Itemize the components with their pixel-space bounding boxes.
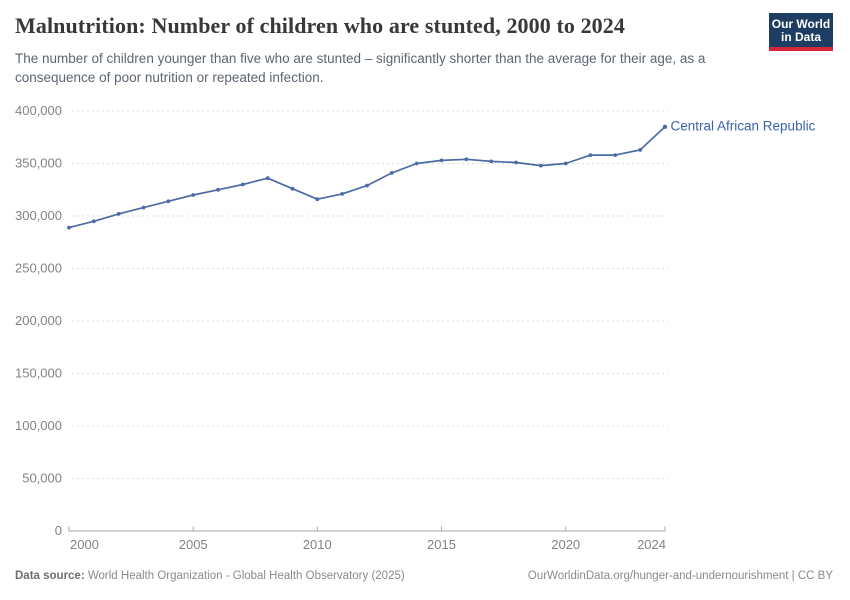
data-point[interactable]	[414, 161, 419, 166]
y-tick-label: 150,000	[15, 366, 62, 381]
x-tick-label: 2024	[637, 537, 666, 552]
data-point[interactable]	[67, 225, 71, 230]
data-point[interactable]	[389, 171, 394, 175]
data-point[interactable]	[638, 148, 643, 152]
y-tick-label: 50,000	[22, 471, 62, 486]
data-point[interactable]	[191, 193, 196, 197]
x-tick-label: 2015	[427, 537, 456, 552]
footer-link[interactable]: OurWorldinData.org/hunger-and-undernouri…	[527, 570, 833, 582]
owid-logo[interactable]: Our World in Data	[769, 13, 833, 51]
trend-line[interactable]	[68, 125, 666, 229]
data-source-label: Data source:	[15, 570, 85, 582]
x-tick-label: 2005	[179, 537, 208, 552]
y-tick-label: 350,000	[15, 156, 62, 171]
data-point[interactable]	[662, 124, 668, 129]
y-tick-label: 300,000	[15, 208, 62, 223]
data-point[interactable]	[514, 160, 518, 165]
data-point[interactable]	[265, 176, 270, 181]
x-tick-label: 2020	[551, 537, 580, 552]
data-point[interactable]	[365, 183, 369, 188]
y-tick-label: 200,000	[15, 313, 62, 328]
data-point[interactable]	[141, 205, 146, 210]
x-tick-label: 2000	[70, 537, 99, 552]
y-tick-label: 0	[55, 523, 62, 538]
y-tick-label: 250,000	[15, 261, 62, 276]
x-tick-label: 2010	[303, 537, 332, 552]
data-point[interactable]	[563, 161, 568, 166]
data-point[interactable]	[166, 199, 171, 204]
data-point[interactable]	[464, 157, 469, 162]
series-label[interactable]: Central African Republic	[671, 118, 816, 133]
data-point[interactable]	[315, 197, 320, 202]
data-point[interactable]	[613, 153, 618, 158]
y-tick-label: 400,000	[15, 103, 62, 118]
data-point[interactable]	[489, 159, 494, 164]
chart-title: Malnutrition: Number of children who are…	[15, 13, 625, 38]
owid-logo-line1: Our World	[771, 17, 831, 31]
chart-subtitle: The number of children younger than five…	[15, 51, 706, 85]
data-source-text: Data source: World Health Organization -…	[15, 570, 405, 582]
data-point[interactable]	[538, 163, 543, 168]
data-point[interactable]	[91, 219, 96, 224]
data-source-value: World Health Organization - Global Healt…	[84, 570, 405, 582]
data-point[interactable]	[340, 192, 345, 196]
data-point[interactable]	[116, 212, 121, 216]
data-point[interactable]	[439, 158, 444, 163]
data-point[interactable]	[290, 186, 295, 191]
data-point[interactable]	[240, 182, 245, 187]
data-point[interactable]	[216, 187, 220, 192]
footer: Data source: World Health Organization -…	[15, 570, 833, 582]
owid-logo-line2: in Data	[780, 30, 821, 44]
y-tick-label: 100,000	[15, 418, 62, 433]
data-point[interactable]	[588, 153, 593, 158]
